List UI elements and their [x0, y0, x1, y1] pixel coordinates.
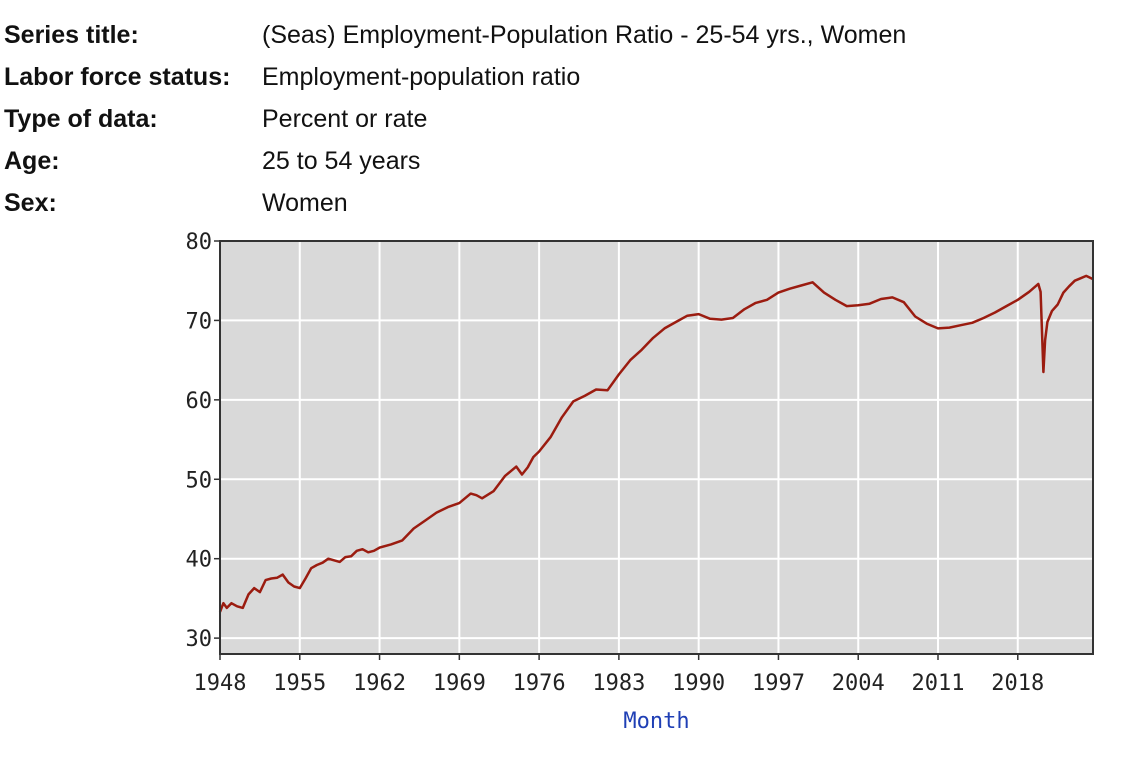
y-tick-label: 40	[186, 548, 213, 573]
x-tick-label: 2011	[912, 671, 965, 696]
meta-label: Series title:	[4, 20, 139, 49]
meta-value: Percent or rate	[262, 104, 428, 133]
series-metadata: Series title: (Seas) Employment-Populati…	[4, 14, 906, 224]
y-tick-label: 30	[186, 627, 213, 652]
meta-value: (Seas) Employment-Population Ratio - 25-…	[262, 20, 907, 49]
meta-label: Labor force status:	[4, 62, 231, 91]
x-tick-label: 2018	[991, 671, 1044, 696]
x-tick-label: 1969	[433, 671, 486, 696]
x-tick-label: 1983	[592, 671, 645, 696]
x-tick-label: 1997	[752, 671, 805, 696]
y-tick-label: 80	[186, 230, 213, 255]
meta-label: Type of data:	[4, 104, 158, 133]
meta-value: Women	[262, 188, 348, 217]
meta-value: 25 to 54 years	[262, 146, 421, 175]
x-tick-label: 1948	[194, 671, 247, 696]
grid-lines	[219, 240, 1093, 654]
meta-label: Age:	[4, 146, 60, 175]
meta-value: Employment-population ratio	[262, 62, 581, 91]
x-axis-label: Month	[623, 709, 689, 734]
meta-row-age: Age: 25 to 54 years	[4, 140, 906, 182]
x-tick-label: 1955	[273, 671, 326, 696]
y-tick-label: 60	[186, 389, 213, 414]
meta-row-labor-force-status: Labor force status: Employment-populatio…	[4, 56, 906, 98]
x-tick-label: 1990	[672, 671, 725, 696]
plot-area	[220, 241, 1093, 654]
x-tick-label: 1962	[353, 671, 406, 696]
meta-row-type-of-data: Type of data: Percent or rate	[4, 98, 906, 140]
x-tick-label: 1976	[513, 671, 566, 696]
y-tick-label: 50	[186, 468, 213, 493]
y-tick-label: 70	[186, 309, 213, 334]
x-axis: 1948 1955 1962 1969 1976 1983 1990 1997 2004 2011…	[194, 654, 1044, 696]
y-axis: 30 40 50 60 70 80	[186, 230, 220, 652]
series-line	[218, 274, 1094, 613]
plot-frame	[219, 240, 1094, 655]
meta-row-series-title: Series title: (Seas) Employment-Populati…	[4, 14, 906, 56]
meta-label: Sex:	[4, 188, 57, 217]
series-group	[218, 274, 1094, 613]
meta-row-sex: Sex: Women	[4, 182, 906, 224]
x-tick-label: 2004	[832, 671, 885, 696]
